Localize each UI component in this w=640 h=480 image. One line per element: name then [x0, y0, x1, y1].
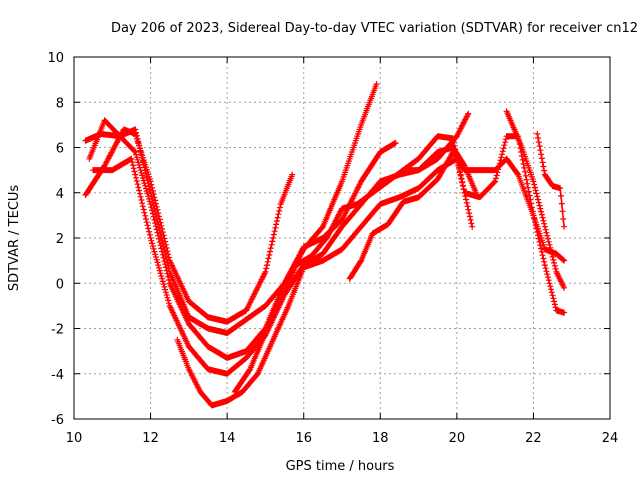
y-tick-label: 2: [56, 232, 64, 247]
x-tick-label: 18: [372, 431, 389, 446]
chart-title: Day 206 of 2023, Sidereal Day-to-day VTE…: [111, 21, 638, 36]
series-track-10: [534, 130, 568, 230]
y-tick-label: -2: [51, 323, 64, 338]
x-tick-labels: 10 12 14 16 18 20 22 24: [66, 431, 619, 446]
series-markers: [231, 144, 479, 395]
series-track-6: [231, 144, 479, 395]
y-tick-label: -4: [51, 368, 64, 383]
series-markers: [400, 133, 568, 316]
x-tick-label: 10: [66, 431, 83, 446]
x-tick-label: 20: [449, 431, 466, 446]
y-tick-label: 10: [47, 51, 64, 66]
x-tick-label: 12: [142, 431, 159, 446]
series-track-5: [174, 155, 476, 409]
x-tick-label: 14: [219, 431, 236, 446]
y-tick-label: 4: [56, 187, 64, 202]
axis-ticks: [73, 56, 611, 420]
y-tick-label: -6: [51, 413, 64, 428]
x-axis-title: GPS time / hours: [286, 459, 395, 474]
series-track-8: [400, 133, 568, 316]
x-tick-label: 16: [295, 431, 312, 446]
y-tick-labels: -6 -4 -2 0 2 4 6 8 10: [47, 51, 64, 428]
y-tick-label: 0: [56, 277, 64, 292]
y-axis-title: SDTVAR / TECUs: [7, 185, 22, 292]
series-markers: [503, 108, 568, 291]
series-markers: [534, 130, 568, 230]
data-series: [82, 81, 568, 409]
series-track-9: [503, 108, 568, 291]
x-tick-label: 24: [602, 431, 619, 446]
x-tick-label: 22: [525, 431, 542, 446]
y-tick-label: 8: [56, 96, 64, 111]
series-markers: [174, 155, 476, 409]
y-tick-label: 6: [56, 142, 64, 157]
